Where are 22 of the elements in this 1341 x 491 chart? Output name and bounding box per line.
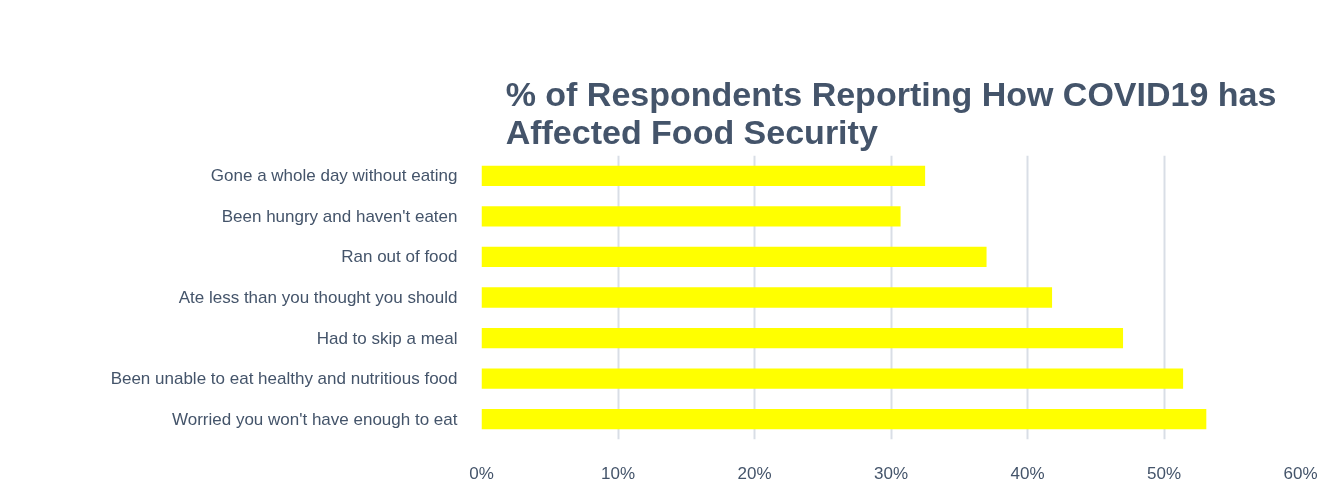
y-tick-label: Had to skip a meal xyxy=(316,328,458,348)
x-tick-label: 60% xyxy=(1283,463,1318,483)
y-tick-label: Gone a whole day without eating xyxy=(210,166,458,186)
y-tick-label: Ate less than you thought you should xyxy=(178,288,458,307)
x-tick-label: 0% xyxy=(469,463,494,483)
chart-title: % of Respondents Reporting How COVID19 has Affected Food Security xyxy=(505,74,1277,151)
y-tick-label: Been unable to eat healthy and nutritious food xyxy=(110,369,458,389)
bar xyxy=(481,246,987,268)
bar xyxy=(481,206,901,227)
x-tick-label: 40% xyxy=(1010,463,1045,483)
x-tick-label: 30% xyxy=(873,463,909,483)
x-tick-label: 10% xyxy=(600,463,636,483)
y-tick-label: Ran out of food xyxy=(341,247,458,267)
bar xyxy=(481,327,1124,349)
x-tick-label: 50% xyxy=(1146,463,1182,483)
bar xyxy=(481,165,926,186)
bar xyxy=(481,287,1053,308)
x-tick-label: 20% xyxy=(737,463,772,483)
y-tick-label: Been hungry and haven't eaten xyxy=(221,206,458,226)
bar xyxy=(481,368,1184,389)
bar xyxy=(481,409,1207,430)
y-tick-label: Worried you won't have enough to eat xyxy=(171,409,458,429)
